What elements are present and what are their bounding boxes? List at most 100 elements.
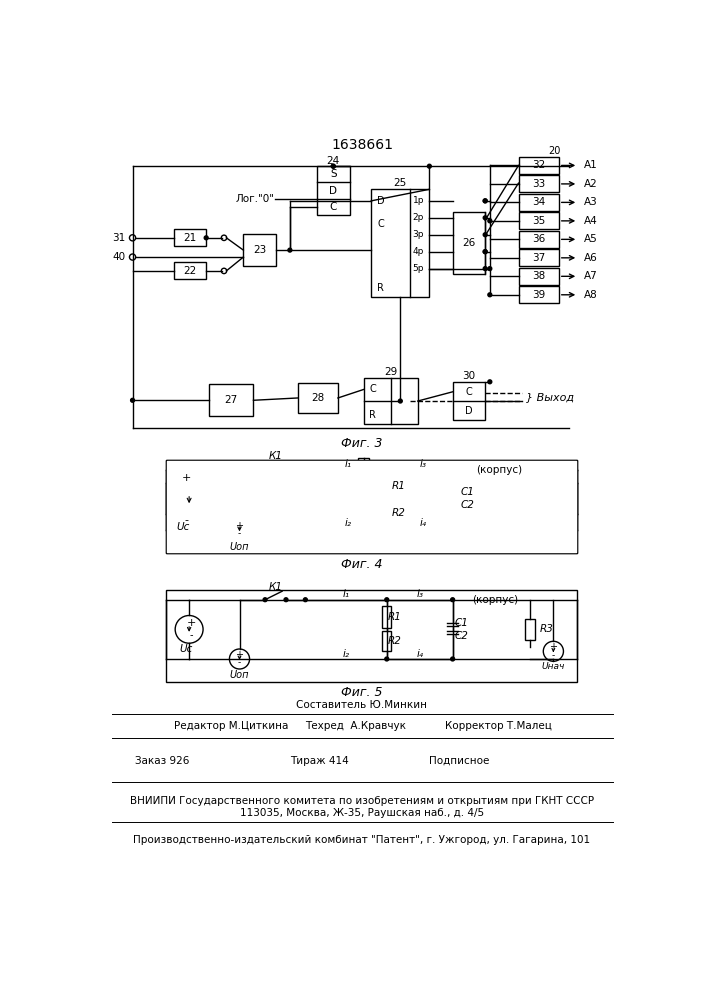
Text: Фиг. 4: Фиг. 4 [341, 558, 382, 571]
Text: +: + [192, 489, 201, 499]
Circle shape [450, 598, 455, 602]
Text: R2: R2 [387, 636, 402, 646]
Text: R: R [369, 410, 376, 420]
Text: D: D [329, 186, 337, 196]
Text: 38: 38 [532, 271, 545, 281]
Circle shape [488, 380, 492, 384]
Circle shape [484, 199, 487, 203]
Text: i₃: i₃ [416, 589, 423, 599]
Circle shape [488, 293, 492, 297]
Text: Производственно-издательский комбинат "Патент", г. Ужгород, ул. Гагарина, 101: Производственно-издательский комбинат "П… [134, 835, 590, 845]
Text: C2: C2 [455, 631, 469, 641]
Bar [363, 378, 418, 424]
Circle shape [484, 233, 487, 237]
Text: R: R [377, 283, 384, 293]
Circle shape [284, 598, 288, 602]
Text: Лог."0": Лог."0" [235, 194, 274, 204]
Bar [166, 590, 577, 682]
Text: C2: C2 [460, 500, 474, 510]
Text: i₄: i₄ [420, 518, 427, 528]
Circle shape [488, 219, 492, 223]
Text: 36: 36 [532, 234, 545, 244]
Text: C: C [377, 219, 384, 229]
Text: 5р: 5р [413, 264, 424, 273]
Text: D: D [377, 196, 385, 206]
Text: Uоп: Uоп [221, 526, 240, 536]
Circle shape [263, 598, 267, 602]
Circle shape [484, 267, 487, 271]
Circle shape [332, 164, 335, 168]
Text: 26: 26 [462, 238, 476, 248]
Bar [518, 249, 559, 266]
Text: 35: 35 [532, 216, 545, 226]
Text: A4: A4 [583, 216, 597, 226]
Text: К1: К1 [269, 451, 283, 461]
Text: Uc: Uc [188, 514, 201, 524]
Text: 4р: 4р [413, 247, 424, 256]
Text: C1: C1 [455, 618, 469, 628]
Text: i₁: i₁ [343, 589, 349, 599]
Circle shape [455, 468, 458, 472]
Text: 113035, Москва, Ж-35, Раушская наб., д. 4/5: 113035, Москва, Ж-35, Раушская наб., д. … [240, 808, 484, 818]
Text: 3р: 3р [413, 230, 424, 239]
Text: 1638661: 1638661 [331, 138, 393, 152]
Text: 20: 20 [549, 146, 561, 156]
Text: Uоп: Uоп [230, 670, 250, 680]
Text: Uc: Uc [176, 522, 189, 532]
Text: К1: К1 [269, 582, 283, 592]
Text: -: - [189, 631, 193, 641]
Text: 27: 27 [224, 395, 238, 405]
Text: +: + [228, 505, 235, 515]
Bar [518, 212, 559, 229]
Text: 37: 37 [532, 253, 545, 263]
Bar [518, 286, 559, 303]
Text: Заказ 926: Заказ 926 [135, 756, 189, 766]
Text: A8: A8 [583, 290, 597, 300]
Circle shape [398, 399, 402, 403]
Circle shape [131, 398, 134, 402]
Text: } Выход: } Выход [526, 392, 574, 402]
Text: Фиг. 3: Фиг. 3 [341, 437, 382, 450]
Text: -: - [238, 529, 241, 538]
Bar [518, 268, 559, 285]
Text: Редактор М.Циткина: Редактор М.Циткина [174, 721, 288, 731]
Circle shape [332, 164, 335, 168]
Text: ВНИИПИ Государственного комитета по изобретениям и открытиям при ГКНТ СССР: ВНИИПИ Государственного комитета по изоб… [130, 796, 594, 806]
Text: A2: A2 [583, 179, 597, 189]
Circle shape [204, 236, 208, 240]
Text: R1: R1 [392, 481, 405, 491]
Circle shape [303, 468, 308, 472]
Text: S: S [330, 169, 337, 179]
Text: (корпус): (корпус) [472, 595, 518, 605]
Text: Тираж 414: Тираж 414 [290, 756, 349, 766]
Bar [298, 383, 338, 413]
Circle shape [484, 199, 487, 203]
Bar [525, 619, 534, 640]
Bar [166, 460, 577, 553]
Bar [209, 384, 253, 416]
Bar [243, 234, 276, 266]
Circle shape [288, 248, 292, 252]
Circle shape [263, 468, 267, 472]
Text: i₂: i₂ [344, 518, 351, 528]
Circle shape [284, 482, 288, 485]
Text: Uоп: Uоп [230, 542, 250, 552]
Text: i₁: i₁ [344, 459, 351, 469]
Text: 28: 28 [311, 393, 325, 403]
Text: 1р: 1р [413, 196, 424, 205]
Bar [382, 606, 392, 628]
Text: (корпус): (корпус) [476, 465, 522, 475]
Text: 40: 40 [112, 252, 126, 262]
Text: D: D [465, 406, 473, 416]
Text: C1: C1 [460, 487, 474, 497]
Circle shape [428, 164, 431, 168]
Text: A1: A1 [583, 160, 597, 170]
Text: Uнач: Uнач [542, 662, 565, 671]
Text: A7: A7 [583, 271, 597, 281]
Text: 25: 25 [394, 178, 407, 188]
Text: A6: A6 [583, 253, 597, 263]
Text: 30: 30 [462, 371, 476, 381]
Bar [174, 262, 206, 279]
Bar [386, 502, 395, 524]
Circle shape [488, 267, 492, 271]
